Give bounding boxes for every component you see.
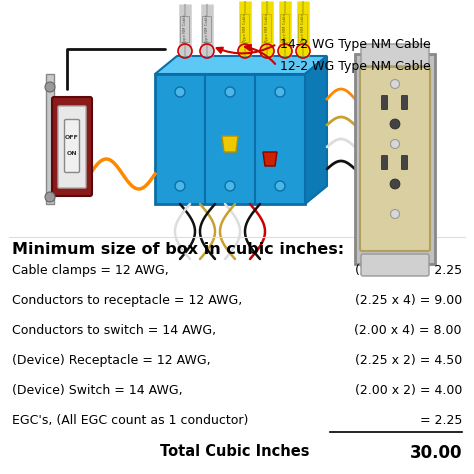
- Polygon shape: [222, 136, 238, 152]
- Text: Type NM Cable: Type NM Cable: [283, 14, 287, 42]
- Circle shape: [275, 87, 285, 97]
- Circle shape: [391, 80, 400, 89]
- Circle shape: [391, 210, 400, 219]
- Polygon shape: [155, 56, 327, 74]
- Text: Type NM Cable: Type NM Cable: [243, 14, 247, 42]
- Text: (Device) Switch = 14 AWG,: (Device) Switch = 14 AWG,: [12, 384, 182, 397]
- FancyBboxPatch shape: [263, 14, 272, 42]
- FancyBboxPatch shape: [401, 95, 408, 109]
- Polygon shape: [305, 56, 327, 204]
- FancyBboxPatch shape: [401, 155, 408, 170]
- Text: Type NM Cable: Type NM Cable: [205, 15, 209, 44]
- Circle shape: [225, 87, 235, 97]
- FancyBboxPatch shape: [299, 14, 308, 42]
- FancyBboxPatch shape: [355, 54, 435, 264]
- Text: (2.00 x 4) = 8.00: (2.00 x 4) = 8.00: [355, 324, 462, 337]
- FancyBboxPatch shape: [64, 119, 80, 173]
- Circle shape: [391, 139, 400, 148]
- FancyBboxPatch shape: [155, 74, 305, 204]
- FancyBboxPatch shape: [181, 16, 190, 42]
- FancyBboxPatch shape: [360, 67, 430, 251]
- Text: Total Cubic Inches: Total Cubic Inches: [161, 444, 310, 459]
- Circle shape: [390, 179, 400, 189]
- Text: Conductors to receptacle = 12 AWG,: Conductors to receptacle = 12 AWG,: [12, 294, 242, 307]
- FancyBboxPatch shape: [240, 14, 249, 42]
- Text: = 2.25: = 2.25: [419, 414, 462, 427]
- FancyBboxPatch shape: [202, 16, 211, 42]
- Text: Type NM Cable: Type NM Cable: [265, 14, 269, 42]
- FancyBboxPatch shape: [58, 106, 86, 188]
- FancyBboxPatch shape: [46, 74, 54, 204]
- Text: (2.25 x 2) = 4.50: (2.25 x 2) = 4.50: [355, 354, 462, 367]
- Text: Conductors to switch = 14 AWG,: Conductors to switch = 14 AWG,: [12, 324, 216, 337]
- Circle shape: [45, 82, 55, 92]
- Text: Minimum size of box in cubic inches:: Minimum size of box in cubic inches:: [12, 242, 344, 257]
- Text: (2.25 x 4) = 9.00: (2.25 x 4) = 9.00: [355, 294, 462, 307]
- Text: EGC's, (All EGC count as 1 conductor): EGC's, (All EGC count as 1 conductor): [12, 414, 248, 427]
- Circle shape: [45, 192, 55, 202]
- Text: (2.25 x 1) = 2.25: (2.25 x 1) = 2.25: [355, 264, 462, 277]
- Text: Cable clamps = 12 AWG,: Cable clamps = 12 AWG,: [12, 264, 169, 277]
- FancyBboxPatch shape: [281, 14, 290, 42]
- Circle shape: [390, 119, 400, 129]
- Circle shape: [175, 87, 185, 97]
- FancyBboxPatch shape: [382, 155, 388, 170]
- Text: (2.00 x 2) = 4.00: (2.00 x 2) = 4.00: [355, 384, 462, 397]
- Text: ON: ON: [67, 151, 77, 155]
- Circle shape: [225, 181, 235, 191]
- Text: 12-2 WG Type NM Cable: 12-2 WG Type NM Cable: [280, 60, 431, 73]
- Text: OFF: OFF: [65, 135, 79, 139]
- Polygon shape: [263, 152, 277, 166]
- Text: 14-2 WG Type NM Cable: 14-2 WG Type NM Cable: [280, 37, 431, 51]
- Circle shape: [175, 181, 185, 191]
- FancyBboxPatch shape: [361, 254, 429, 276]
- Text: (Device) Receptacle = 12 AWG,: (Device) Receptacle = 12 AWG,: [12, 354, 210, 367]
- FancyBboxPatch shape: [382, 95, 388, 109]
- Text: Type NM Cable: Type NM Cable: [301, 14, 305, 42]
- Text: 30.00: 30.00: [410, 444, 462, 462]
- FancyBboxPatch shape: [52, 97, 92, 196]
- FancyBboxPatch shape: [361, 44, 429, 66]
- Text: Type NM Cable: Type NM Cable: [183, 15, 187, 44]
- Circle shape: [275, 181, 285, 191]
